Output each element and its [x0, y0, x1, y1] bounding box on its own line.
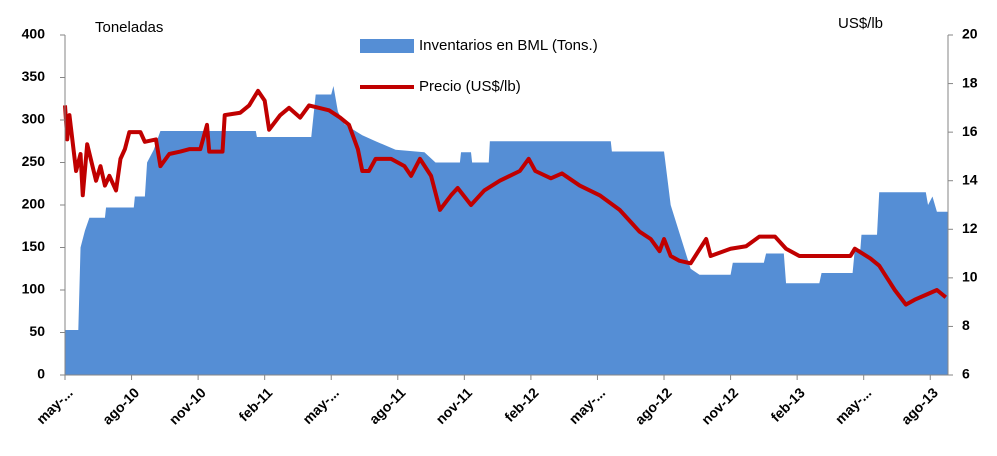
x-tick-label: may-... [832, 384, 875, 427]
x-tick-label: may-... [33, 384, 76, 427]
y-tick-label: 50 [29, 323, 45, 339]
y2-tick-label: 16 [962, 123, 978, 139]
legend-swatch [360, 39, 414, 53]
y-tick-label: 0 [37, 366, 45, 382]
x-tick-label: feb-12 [501, 384, 542, 425]
x-tick-label: ago-12 [632, 384, 675, 427]
x-tick-label: feb-11 [235, 384, 275, 424]
y-tick-label: 250 [22, 153, 46, 169]
x-tick-label: ago-11 [366, 384, 409, 427]
y-tick-label: 300 [22, 111, 46, 127]
x-tick-label: may-... [566, 384, 609, 427]
right-axis-unit: US$/lb [838, 15, 883, 32]
y2-tick-label: 14 [962, 171, 978, 187]
y2-tick-label: 18 [962, 74, 978, 90]
y-tick-label: 200 [22, 196, 46, 212]
y2-tick-label: 12 [962, 220, 978, 236]
y-tick-label: 350 [22, 68, 46, 84]
x-tick-label: feb-13 [767, 384, 808, 425]
y2-tick-label: 10 [962, 269, 978, 285]
y-tick-label: 150 [22, 238, 46, 254]
x-tick-label: nov-10 [166, 384, 209, 427]
left-axis-unit: Toneladas [95, 19, 163, 36]
legend-label: Inventarios en BML (Tons.) [419, 37, 598, 54]
area [65, 86, 948, 375]
y2-tick-label: 6 [962, 366, 970, 382]
x-tick-label: may-... [299, 384, 342, 427]
y-tick-label: 400 [22, 26, 46, 42]
x-tick-label: ago-13 [898, 384, 941, 427]
price-line [63, 88, 948, 307]
legend-label: Precio (US$/lb) [419, 78, 521, 95]
y2-tick-label: 20 [962, 26, 978, 42]
x-tick-label: ago-10 [99, 384, 142, 427]
x-tick-label: nov-11 [432, 384, 475, 427]
x-tick-label: nov-12 [698, 384, 741, 427]
y-tick-label: 100 [22, 281, 46, 297]
y2-tick-label: 8 [962, 317, 970, 333]
